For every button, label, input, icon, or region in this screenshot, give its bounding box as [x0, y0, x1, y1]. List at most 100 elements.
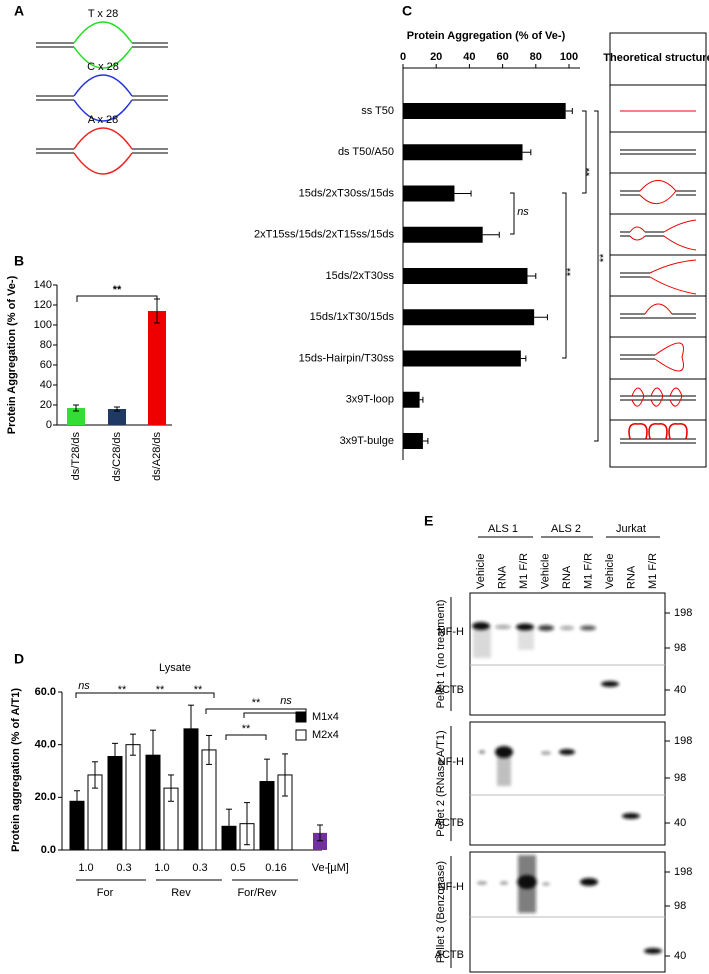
x-tick-label: 100	[560, 51, 578, 63]
x-tick-label: ds/C28/ds	[111, 432, 123, 482]
bar	[313, 832, 327, 850]
x-tick-label: ds/T28/ds	[70, 432, 82, 481]
bar	[108, 409, 126, 425]
pellet-label: Pellet 2 (RNase A/T1)	[435, 730, 447, 836]
loop	[73, 74, 133, 122]
marker-label: 198	[674, 866, 692, 878]
pellet-label: Pellet 3 (Benzonase)	[435, 861, 447, 963]
y-tick-label: 40.0	[35, 739, 56, 751]
annotation: ns	[78, 680, 90, 692]
lane-label: RNA	[625, 565, 637, 589]
significance-bracket	[594, 110, 599, 442]
lane-label: Vehicle	[604, 554, 616, 589]
structure-column	[609, 32, 707, 468]
y-tick-label: 60	[40, 359, 52, 371]
band-label: NF-H	[438, 626, 464, 638]
group-header: Jurkat	[616, 523, 646, 535]
loop-label: C x 28	[87, 61, 119, 73]
y-axis-label: Protein aggregation (% of A/T1)	[10, 688, 22, 852]
bar	[403, 309, 535, 326]
lane-label: M1 F/R	[647, 553, 659, 589]
annotation: **	[194, 684, 203, 696]
x-tick-label: 0	[400, 51, 406, 63]
annotation: **	[565, 267, 577, 276]
bar	[403, 433, 423, 449]
band-label: ACTB	[435, 684, 464, 696]
lane-label: RNA	[496, 565, 508, 589]
lane-label: Vehicle	[475, 554, 487, 589]
bar	[107, 756, 123, 851]
x-tick-label: 60	[496, 51, 508, 63]
legend-swatch	[295, 729, 307, 741]
loop-label: T x 28	[88, 8, 118, 20]
bar	[403, 268, 528, 284]
y-tick-label: 0.0	[41, 844, 56, 856]
pellet-label: Pellet 1 (no treatment)	[435, 600, 447, 709]
marker-label: 198	[674, 735, 692, 747]
group-label: Rev	[171, 887, 191, 899]
x-tick-label: 20	[430, 51, 442, 63]
y-tick-label: 15ds/1xT30/15ds	[310, 311, 395, 323]
x-tick-label: 80	[530, 51, 542, 63]
y-tick-label: 40	[40, 379, 52, 391]
loop-label: A x 28	[88, 114, 119, 126]
y-tick-label: 120	[34, 299, 52, 311]
y-tick-label: ss T50	[361, 105, 394, 117]
y-tick-label: 60.0	[35, 686, 56, 698]
annotation: **	[113, 284, 122, 296]
legend-label: M1x4	[312, 711, 339, 723]
y-tick-label: 80	[40, 339, 52, 351]
bar	[67, 408, 85, 425]
y-tick-label: ds T50/A50	[338, 146, 394, 158]
x-axis-label: Protein Aggregation (% of Ve-)	[407, 30, 566, 42]
y-tick-label: 15ds-Hairpin/T30ss	[299, 352, 395, 364]
bar	[403, 144, 523, 161]
western-blots	[469, 592, 666, 973]
x-tick-label: 40	[463, 51, 475, 63]
significance-bracket	[510, 192, 515, 235]
marker-label: 40	[674, 684, 686, 696]
x-tick-label: 0.5	[230, 862, 245, 874]
panel-label: D	[14, 651, 24, 667]
x-tick-label: Ve-	[312, 862, 329, 874]
annotation: ns	[517, 206, 529, 218]
y-tick-label: 20	[40, 399, 52, 411]
bar	[148, 311, 166, 425]
marker-label: 98	[674, 772, 686, 784]
x-tick-label: 0.16	[265, 862, 286, 874]
unit-label: [µM]	[327, 862, 349, 874]
legend-swatch	[295, 711, 307, 723]
y-tick-label: 100	[34, 319, 52, 331]
panel-label: B	[14, 253, 24, 269]
y-tick-label: 3x9T-bulge	[340, 435, 394, 447]
marker-label: 98	[674, 900, 686, 912]
loop	[73, 21, 133, 69]
structure-header: Theoretical structure	[603, 52, 709, 64]
legend-label: M2x4	[312, 729, 339, 741]
annotation: ns	[280, 695, 292, 707]
bar	[403, 350, 521, 367]
band-label: NF-H	[438, 881, 464, 893]
marker-label: 198	[674, 607, 692, 619]
band-label: NF-H	[438, 756, 464, 768]
panel-label: C	[402, 3, 412, 19]
significance-bracket	[76, 295, 158, 302]
y-tick-label: 20.0	[35, 791, 56, 803]
bar	[403, 226, 483, 243]
marker-label: 40	[674, 817, 686, 829]
group-label: For	[97, 887, 114, 899]
chart-title: Lysate	[159, 662, 191, 674]
x-tick-label: ds/A28/ds	[151, 432, 163, 481]
annotation: **	[598, 253, 610, 262]
bar	[403, 103, 566, 119]
band-label: ACTB	[435, 949, 464, 961]
panel-label: A	[14, 3, 24, 19]
group-label: For/Rev	[237, 887, 277, 899]
y-tick-label: 15ds/2xT30ss	[326, 270, 395, 282]
annotation: **	[584, 167, 596, 176]
lane-label: M1 F/R	[518, 553, 530, 589]
lane-label: RNA	[561, 565, 573, 589]
y-tick-label: 0	[46, 419, 52, 431]
bar	[125, 744, 141, 851]
